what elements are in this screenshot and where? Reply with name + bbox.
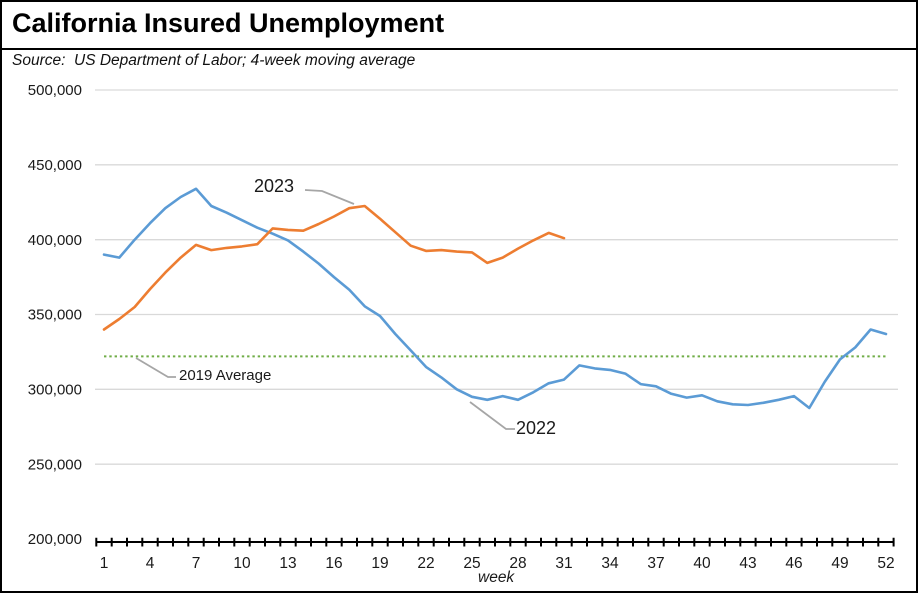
y-tick-label: 500,000 <box>28 82 82 99</box>
annotation-leader <box>304 189 355 205</box>
x-tick-label: 22 <box>417 555 434 572</box>
x-tick-label: 16 <box>325 555 342 572</box>
y-tick-label: 450,000 <box>28 157 82 174</box>
y-tick-label: 400,000 <box>28 232 82 249</box>
x-tick-label: 46 <box>785 555 802 572</box>
y-tick-label: 200,000 <box>28 531 82 548</box>
x-tick-label: 34 <box>601 555 619 572</box>
x-tick-label: 37 <box>647 555 664 572</box>
annotation-leader <box>135 357 176 378</box>
x-tick-label: 10 <box>233 555 251 572</box>
annotation-2022: 2022 <box>516 418 557 438</box>
y-tick-label: 350,000 <box>28 307 82 324</box>
x-tick-label: 13 <box>279 555 296 572</box>
x-tick-label: 28 <box>509 555 526 572</box>
x-tick-label: 43 <box>739 555 756 572</box>
x-tick-label: 52 <box>877 555 894 572</box>
annotation-2023: 2023 <box>254 176 295 196</box>
title-divider <box>2 48 916 50</box>
x-tick-label: 49 <box>831 555 848 572</box>
y-tick-label: 250,000 <box>28 456 82 473</box>
x-tick-label: 1 <box>100 555 109 572</box>
chart-source: Source: US Department of Labor; 4-week m… <box>12 52 416 69</box>
x-tick-label: 25 <box>463 555 480 572</box>
x-tick-label: 31 <box>555 555 572 572</box>
annotation-leader <box>469 401 515 430</box>
annotation-2019-average: 2019 Average <box>179 367 272 384</box>
x-tick-label: 40 <box>693 555 711 572</box>
x-axis-line-and-ticks <box>95 537 895 547</box>
x-axis-title: week <box>478 569 515 586</box>
series-2023-line <box>102 204 566 331</box>
x-tick-label: 4 <box>146 555 155 572</box>
x-tick-label: 19 <box>371 555 388 572</box>
chart-title: California Insured Unemployment <box>12 8 445 38</box>
y-tick-label: 300,000 <box>28 382 82 399</box>
x-tick-label: 7 <box>192 555 201 572</box>
series-2022-line <box>102 187 888 410</box>
